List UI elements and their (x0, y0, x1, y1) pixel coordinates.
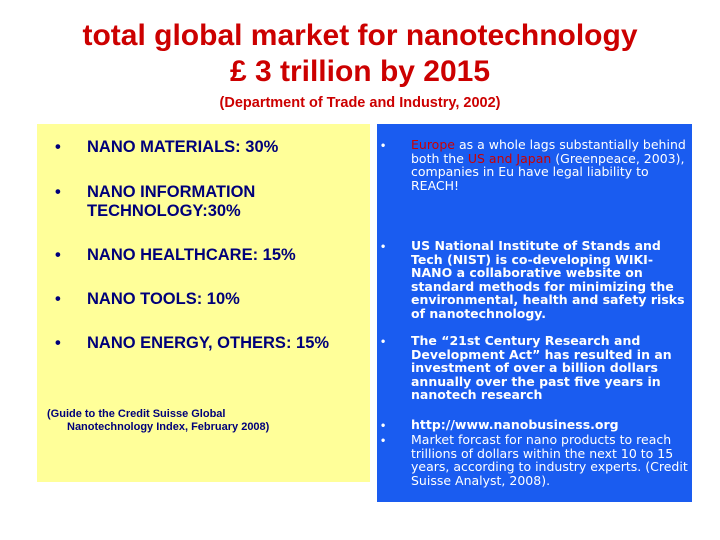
notes-panel: • Europe as a whole lags substantially b… (377, 124, 692, 502)
list-item: • NANO MATERIALS: 30% (55, 138, 365, 157)
bullet-icon: • (381, 239, 386, 253)
note-fragment: (Greenpeace, 2003), companies in Eu have… (411, 150, 685, 193)
list-item: • NANO HEALTHCARE: 15% (55, 246, 365, 265)
bullet-icon: • (381, 418, 386, 432)
slide-subtitle: (Department of Trade and Industry, 2002) (219, 95, 501, 111)
list-item: • NANO ENERGY, OTHERS: 15% (55, 334, 365, 353)
list-item-label: NANO HEALTHCARE: 15% (87, 246, 296, 264)
note-text: US National Institute of Stands and Tech… (411, 238, 685, 321)
note-text: The “21st Century Research and Developme… (411, 333, 672, 402)
note-fragment: as a whole lags substantially behind bot… (411, 137, 686, 166)
bullet-icon: • (55, 138, 61, 156)
bullet-icon: • (55, 246, 61, 264)
bullet-icon: • (55, 290, 61, 308)
list-item-label: NANO TOOLS: 10% (87, 290, 240, 308)
bullet-icon: • (55, 183, 61, 201)
list-item-label: NANO MATERIALS: 30% (87, 138, 279, 156)
list-item: • NANO INFORMATION TECHNOLOGY:30% (55, 183, 365, 221)
title-line-2: £ 3 trillion by 2015 (229, 55, 491, 88)
market-share-panel: • NANO MATERIALS: 30% • NANO INFORMATION… (37, 124, 370, 482)
citation-line-1: (Guide to the Credit Suisse Global (47, 408, 226, 420)
citation: (Guide to the Credit Suisse Global Nanot… (47, 408, 367, 434)
note-text: Market forcast for nano products to reac… (411, 432, 688, 488)
note-text: Europe as a whole lags substantially beh… (411, 138, 689, 192)
slide-title: total global market for nanotechnology £… (0, 18, 720, 90)
europe-highlight: Europe (411, 137, 455, 152)
nanobusiness-link[interactable]: http://www.nanobusiness.org (411, 417, 619, 432)
market-share-list: • NANO MATERIALS: 30% • NANO INFORMATION… (55, 138, 365, 353)
list-item-label: NANO ENERGY, OTHERS: 15% (87, 334, 330, 352)
list-item: • NANO TOOLS: 10% (55, 290, 365, 309)
title-line-1: total global market for nanotechnology (82, 19, 638, 52)
bullet-icon: • (55, 334, 61, 352)
list-item-label: NANO INFORMATION TECHNOLOGY:30% (87, 183, 256, 220)
bullet-icon: • (381, 334, 386, 348)
us-japan-highlight: US and Japan (467, 150, 552, 166)
bullet-icon: • (381, 433, 386, 447)
citation-line-2: Nanotechnology Index, February 2008) (67, 421, 270, 433)
bullet-icon: • (381, 138, 386, 152)
